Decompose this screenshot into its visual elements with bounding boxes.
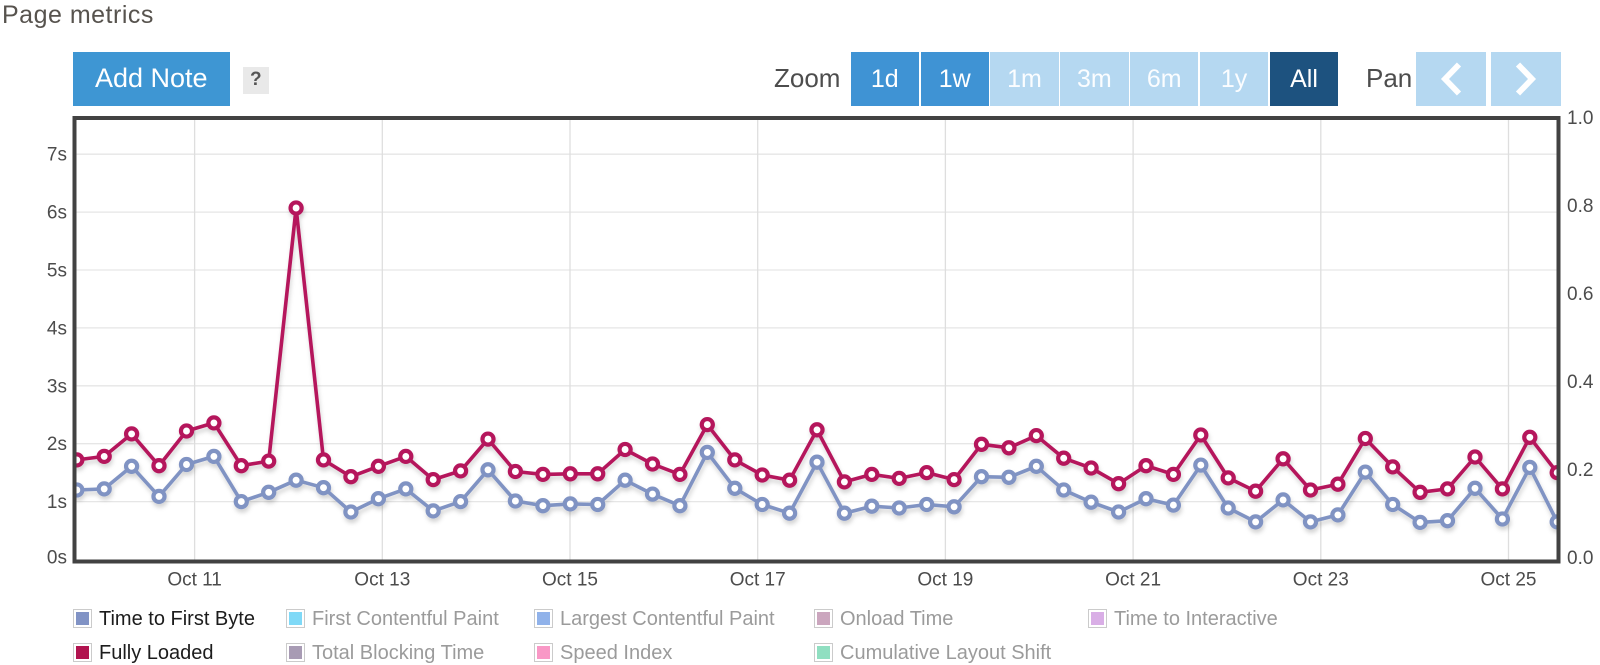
- svg-text:Oct 21: Oct 21: [1105, 570, 1161, 591]
- svg-text:1s: 1s: [47, 492, 67, 513]
- svg-text:Oct 13: Oct 13: [354, 570, 410, 591]
- svg-text:6s: 6s: [47, 203, 67, 224]
- svg-text:1.0: 1.0: [1567, 108, 1593, 129]
- svg-text:Oct 15: Oct 15: [542, 570, 598, 591]
- svg-text:Oct 25: Oct 25: [1481, 570, 1537, 591]
- svg-text:0.8: 0.8: [1567, 196, 1593, 217]
- svg-text:0.6: 0.6: [1567, 284, 1593, 305]
- svg-text:Oct 11: Oct 11: [167, 570, 222, 591]
- svg-text:0s: 0s: [47, 548, 67, 569]
- svg-text:4s: 4s: [47, 318, 67, 339]
- svg-text:Oct 17: Oct 17: [730, 570, 786, 591]
- svg-text:2s: 2s: [47, 434, 67, 455]
- svg-text:0.2: 0.2: [1567, 460, 1593, 481]
- svg-text:7s: 7s: [47, 145, 67, 166]
- svg-text:0.0: 0.0: [1567, 548, 1593, 569]
- svg-text:Oct 19: Oct 19: [917, 570, 973, 591]
- svg-text:0.4: 0.4: [1567, 372, 1594, 393]
- svg-text:Oct 23: Oct 23: [1293, 570, 1349, 591]
- svg-text:5s: 5s: [47, 261, 67, 282]
- svg-text:3s: 3s: [47, 376, 67, 397]
